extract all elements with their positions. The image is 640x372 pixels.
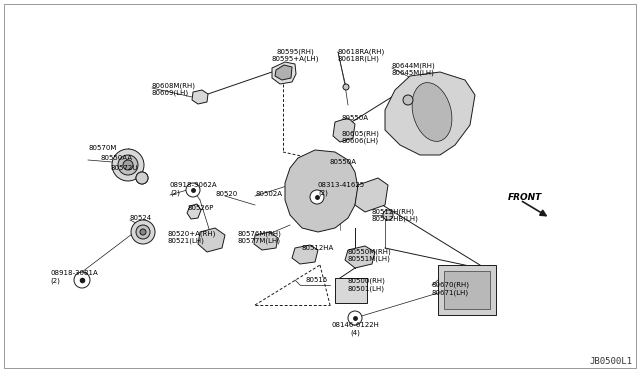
Circle shape [123, 160, 133, 170]
Polygon shape [272, 62, 296, 84]
Text: 80512HA: 80512HA [302, 245, 334, 251]
Text: 80605(RH)
80606(LH): 80605(RH) 80606(LH) [342, 130, 380, 144]
Text: 80570M: 80570M [88, 145, 116, 151]
Circle shape [131, 220, 155, 244]
Circle shape [118, 155, 138, 175]
Circle shape [140, 229, 146, 235]
Circle shape [136, 172, 148, 184]
Circle shape [136, 225, 150, 239]
Text: 08313-41625
(2): 08313-41625 (2) [318, 182, 365, 196]
Polygon shape [345, 246, 375, 268]
Circle shape [136, 172, 148, 184]
Bar [444, 271, 490, 309]
Circle shape [74, 272, 90, 288]
Polygon shape [254, 232, 278, 250]
Text: 08146-6122H
(4): 08146-6122H (4) [331, 322, 379, 336]
Text: 80520+A(RH)
80521(LH): 80520+A(RH) 80521(LH) [168, 230, 216, 244]
Text: 08918-3062A
(2): 08918-3062A (2) [170, 182, 218, 196]
Circle shape [383, 210, 393, 220]
Text: 80576M(RH)
80577M(LH): 80576M(RH) 80577M(LH) [238, 230, 282, 244]
Text: 80644M(RH)
80645M(LH): 80644M(RH) 80645M(LH) [392, 62, 436, 76]
Text: 80670(RH)
80671(LH): 80670(RH) 80671(LH) [432, 282, 470, 296]
Polygon shape [385, 72, 475, 155]
Polygon shape [192, 90, 208, 104]
Text: JB0500L1: JB0500L1 [589, 357, 632, 366]
Polygon shape [292, 245, 318, 264]
Text: 08918-3081A
(2): 08918-3081A (2) [50, 270, 98, 283]
Text: 80550AA: 80550AA [100, 155, 132, 161]
Text: 80550A: 80550A [342, 115, 369, 121]
Polygon shape [355, 178, 388, 212]
Bar [335, 278, 367, 303]
Circle shape [310, 190, 324, 204]
Polygon shape [187, 204, 201, 219]
Polygon shape [285, 150, 358, 232]
Text: 80608M(RH)
80609(LH): 80608M(RH) 80609(LH) [152, 82, 196, 96]
Text: 80595(RH)
80595+A(LH): 80595(RH) 80595+A(LH) [271, 48, 319, 62]
Text: 80502A: 80502A [255, 191, 282, 197]
Text: 80526P: 80526P [188, 205, 214, 211]
Text: 80550M(RH)
80551M(LH): 80550M(RH) 80551M(LH) [348, 248, 392, 262]
Polygon shape [333, 118, 355, 142]
Text: 80572U: 80572U [110, 165, 138, 171]
Text: 80524: 80524 [130, 215, 152, 221]
Text: 80520: 80520 [215, 191, 237, 197]
Bar [438, 265, 496, 315]
Circle shape [186, 183, 200, 197]
Circle shape [112, 149, 144, 181]
Ellipse shape [412, 83, 452, 141]
Circle shape [348, 311, 362, 325]
Text: 80512H(RH)
80512HB(LH): 80512H(RH) 80512HB(LH) [372, 208, 419, 222]
Text: 80515: 80515 [306, 277, 328, 283]
Polygon shape [198, 228, 225, 252]
Text: 80550A: 80550A [330, 159, 357, 165]
Text: FRONT: FRONT [508, 192, 542, 202]
Circle shape [403, 95, 413, 105]
Text: 80500(RH)
80501(LH): 80500(RH) 80501(LH) [348, 278, 386, 292]
Polygon shape [275, 65, 292, 80]
Circle shape [343, 84, 349, 90]
Text: 80618RA(RH)
80618R(LH): 80618RA(RH) 80618R(LH) [338, 48, 385, 62]
